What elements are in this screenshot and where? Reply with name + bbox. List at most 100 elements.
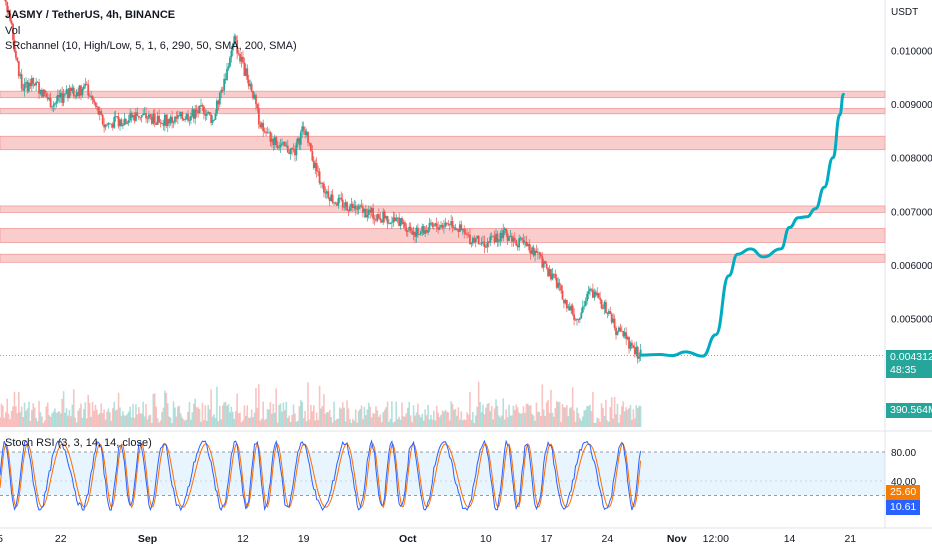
candle-body — [45, 93, 48, 98]
candle-body — [401, 218, 403, 224]
candle-body — [51, 106, 53, 108]
candle-body — [119, 119, 121, 127]
candle-body — [589, 288, 591, 292]
candle-body — [20, 74, 23, 89]
volume-bar — [320, 408, 322, 427]
volume-bar — [505, 409, 507, 427]
candle-body — [64, 93, 66, 95]
candle-body — [382, 211, 385, 223]
volume-bar — [448, 420, 451, 427]
volume-bar — [271, 413, 273, 427]
candle-body — [229, 57, 231, 67]
volume-bar — [119, 407, 121, 427]
volume-bar — [457, 407, 460, 427]
candle-body — [440, 224, 442, 228]
volume-bar — [45, 406, 48, 427]
volume-bar — [474, 415, 477, 427]
volume-bar — [282, 402, 285, 427]
volume-bar — [19, 412, 22, 427]
candle-body — [496, 233, 499, 242]
candle-body — [279, 144, 282, 148]
srchannel-indicator-label[interactable]: SRchannel (10, High/Low, 5, 1, 6, 290, 5… — [5, 40, 297, 52]
volume-bar — [314, 420, 317, 427]
candle-body — [7, 12, 10, 14]
volume-bar — [555, 401, 558, 427]
volume-bar — [451, 403, 454, 427]
candle-body — [107, 123, 110, 125]
candle-body — [581, 306, 584, 313]
candle-body — [437, 227, 440, 230]
candle-body — [216, 100, 218, 114]
volume-bar — [243, 405, 246, 427]
candle-body — [78, 85, 81, 96]
candle-body — [414, 231, 416, 237]
volume-bar — [363, 406, 366, 427]
volume-bar — [185, 419, 188, 427]
candle-body — [330, 194, 333, 202]
volume-bar — [388, 421, 390, 427]
candle-body — [435, 223, 438, 228]
volume-bar — [41, 416, 43, 427]
candle-body — [197, 111, 200, 114]
volume-bar — [383, 409, 386, 427]
volume-bar — [406, 407, 409, 427]
candle-body — [304, 130, 307, 136]
volume-bar — [503, 419, 506, 427]
volume-indicator-label[interactable]: Vol — [5, 25, 21, 37]
volume-bar — [380, 422, 383, 427]
volume-bar — [175, 416, 178, 427]
volume-bar — [239, 412, 241, 427]
candle-body — [385, 216, 388, 219]
candle-body — [136, 112, 139, 116]
stoch-rsi-label[interactable]: Stoch RSI (3, 3, 14, 14, close) — [5, 437, 152, 449]
volume-bar — [188, 402, 191, 427]
candle-body — [497, 240, 500, 242]
candle-body — [100, 111, 103, 115]
volume-bar — [499, 417, 502, 427]
volume-bar — [87, 394, 90, 427]
volume-bar — [440, 414, 442, 427]
volume-bar — [213, 414, 215, 427]
candle-body — [415, 227, 418, 237]
candle-body — [584, 300, 587, 306]
volume-bar — [304, 410, 306, 427]
volume-bar — [352, 418, 354, 427]
stoch-band — [0, 452, 885, 496]
volume-bar — [385, 407, 387, 427]
volume-bar — [226, 405, 228, 427]
volume-bar — [29, 421, 32, 427]
candle-body — [616, 331, 619, 336]
volume-bar — [191, 412, 194, 427]
candle-body — [10, 20, 13, 24]
candle-body — [204, 114, 207, 116]
volume-bar — [618, 422, 620, 427]
candle-body — [25, 81, 27, 84]
volume-bar — [179, 413, 182, 427]
candle-body — [165, 114, 168, 126]
volume-bar — [35, 417, 37, 427]
candle-body — [458, 224, 461, 232]
volume-bar — [359, 408, 361, 427]
volume-bar — [259, 420, 262, 427]
time-tick-label: 19 — [298, 533, 310, 545]
volume-bar — [59, 413, 62, 427]
volume-bar — [607, 421, 610, 427]
volume-bar — [123, 415, 126, 427]
candle-body — [127, 120, 130, 123]
volume-bar — [68, 409, 71, 427]
candle-body — [519, 237, 522, 239]
volume-bars — [0, 381, 642, 427]
candle-body — [343, 206, 346, 208]
volume-bar — [420, 417, 422, 427]
volume-bar — [430, 415, 432, 427]
stoch-tick-label: 40.00 — [891, 477, 916, 488]
volume-bar — [110, 420, 113, 427]
candle-body — [552, 273, 555, 275]
candle-body — [26, 81, 29, 92]
candle-body — [554, 274, 557, 279]
volume-bar — [493, 408, 496, 427]
volume-bar — [71, 404, 74, 427]
volume-bar — [184, 420, 186, 427]
volume-bar — [42, 422, 45, 427]
